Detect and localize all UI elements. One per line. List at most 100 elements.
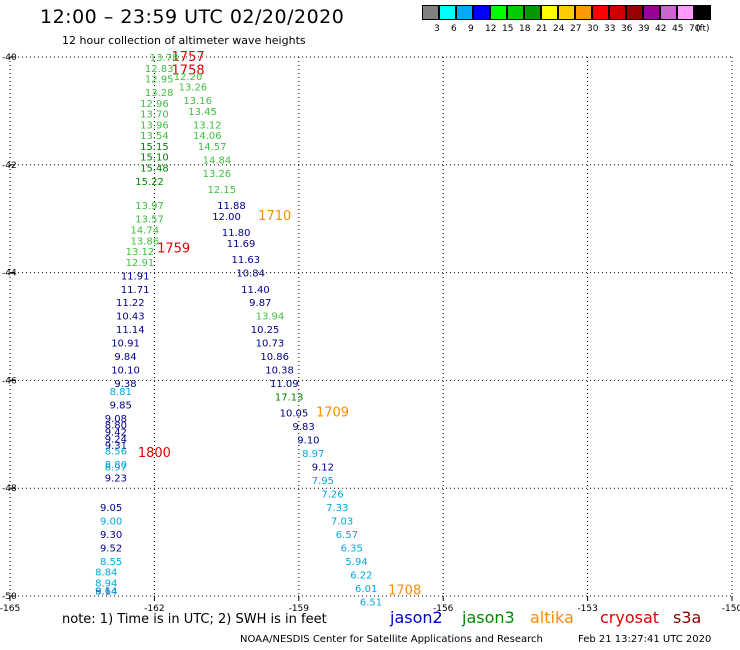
wave-height-value: 8.56 [105, 446, 127, 457]
wave-height-value: 9.05 [100, 503, 122, 514]
units-note: note: 1) Time is in UTC; 2) SWH is in fe… [62, 612, 327, 627]
wave-height-value: 13.70 [140, 110, 169, 121]
lon-tick-label: -159 [289, 604, 310, 614]
colorbar-swatch [541, 5, 558, 20]
wave-height-value: 9.30 [100, 530, 122, 541]
wave-height-value: 10.84 [236, 269, 265, 280]
wave-height-value: 13.97 [135, 201, 164, 212]
lat-tick-label: -40 [2, 53, 17, 63]
colorbar-label: 27 [570, 24, 582, 34]
pass-time-label: 1757 [172, 50, 205, 65]
wave-height-value: 8.97 [302, 449, 324, 460]
wave-height-value: 11.40 [241, 285, 270, 296]
wave-height-value: 10.43 [116, 312, 145, 323]
wave-height-value: 10.38 [265, 366, 294, 377]
wave-height-value: 9.10 [297, 436, 319, 447]
wave-height-value: 12.00 [212, 212, 241, 223]
wave-height-value: 7.95 [312, 476, 334, 487]
pass-time-label: 1710 [258, 209, 291, 224]
pass-time-label: 1709 [316, 406, 349, 421]
wave-height-value: 6.51 [360, 597, 382, 608]
wave-height-value: 10.73 [256, 339, 285, 350]
wave-height-value: 8.81 [110, 387, 132, 398]
lon-tick-label: -162 [144, 604, 164, 614]
wave-height-value: 12.95 [145, 75, 174, 86]
lon-tick-label: -156 [433, 604, 454, 614]
legend-s3a: s3a [673, 608, 702, 627]
page-subtitle: 12 hour collection of altimeter wave hei… [62, 34, 306, 47]
wave-height-value: 9.85 [110, 401, 132, 412]
wave-height-value: 13.96 [140, 120, 169, 131]
wave-height-value: 9.38 [114, 379, 136, 390]
colorbar-label: 45 [672, 24, 684, 34]
wave-height-value: 13.54 [140, 131, 169, 142]
wave-height-value: 12.15 [207, 185, 236, 196]
wave-height-value: 13.78 [150, 53, 179, 64]
colorbar-swatch [507, 5, 524, 20]
footer-timestamp: Feb 21 13:27:41 UTC 2020 [578, 634, 712, 645]
wave-height-value: 11.09 [270, 379, 299, 390]
wave-height-value: 13.28 [145, 88, 174, 99]
colorbar-swatch [422, 5, 439, 20]
legend-cryosat: cryosat [600, 608, 660, 627]
wave-height-value: 8.80 [105, 460, 127, 471]
pass-time-label: 1800 [138, 446, 171, 461]
lon-tick-label: -165 [0, 604, 20, 614]
wave-height-value: 11.88 [217, 201, 246, 212]
colorbar-swatch [473, 5, 490, 20]
colorbar-swatch [558, 5, 575, 20]
colorbar-swatch [592, 5, 609, 20]
wave-height-value: 11.80 [222, 228, 251, 239]
wave-height-value: 13.57 [135, 215, 164, 226]
wave-height-value: 11.71 [121, 285, 150, 296]
wave-height-value: 13.86 [130, 236, 159, 247]
colorbar-swatch [439, 5, 456, 20]
legend-jason3: jason3 [462, 608, 515, 627]
wave-height-value: 6.57 [336, 530, 358, 541]
colorbar-label: 33 [604, 24, 616, 34]
colorbar-swatch [456, 5, 473, 20]
wave-height-value: 9.83 [292, 422, 314, 433]
colorbar-swatch [694, 5, 711, 20]
wave-height-value: 9.23 [105, 473, 127, 484]
wave-height-value: 9.42 [105, 428, 127, 439]
colorbar-swatch [643, 5, 660, 20]
wave-height-value: 8.94 [95, 579, 117, 590]
pass-time-label: 1758 [172, 63, 205, 78]
colorbar-label: 3 [434, 24, 440, 34]
colorbar-label: 9 [468, 24, 474, 34]
wave-height-value: 9.87 [249, 298, 271, 309]
wave-height-value: 9.08 [105, 414, 127, 425]
wave-height-value: 15.15 [140, 142, 169, 153]
wave-height-value: 12.91 [126, 258, 155, 269]
wave-height-value: 9.12 [312, 463, 334, 474]
wave-height-value: 13.26 [203, 169, 232, 180]
wave-height-value: 6.01 [355, 584, 377, 595]
wave-height-value: 12.83 [145, 64, 174, 75]
wave-height-value: 9.14 [95, 587, 117, 598]
wave-height-value: 14.74 [130, 225, 159, 236]
colorbar-label: 36 [621, 24, 633, 34]
wave-height-value: 9.84 [114, 352, 136, 363]
wave-height-value: 11.69 [227, 239, 256, 250]
wave-height-value: 8.55 [100, 557, 122, 568]
colorbar-swatch [490, 5, 507, 20]
wave-height-value: 9.52 [100, 543, 122, 554]
colorbar-swatch [660, 5, 677, 20]
wave-height-value: 9.31 [105, 441, 127, 452]
wave-height-value: 10.91 [111, 339, 140, 350]
wave-height-value: 7.03 [331, 517, 353, 528]
colorbar-swatch [677, 5, 694, 20]
pass-time-label: 1708 [388, 584, 421, 599]
colorbar-label: 15 [502, 24, 514, 34]
wave-height-value: 13.12 [193, 120, 222, 131]
colorbar-label: 39 [638, 24, 650, 34]
colorbar-label: 18 [519, 24, 531, 34]
wave-height-value: 6.35 [341, 543, 363, 554]
wave-height-value: 8.97 [105, 463, 127, 474]
wave-height-value: 15.22 [135, 177, 164, 188]
wave-height-value: 14.84 [203, 155, 232, 166]
wave-height-value: 11.22 [116, 298, 145, 309]
wave-height-value: 14.06 [193, 131, 222, 142]
lat-tick-label: -42 [2, 161, 17, 171]
